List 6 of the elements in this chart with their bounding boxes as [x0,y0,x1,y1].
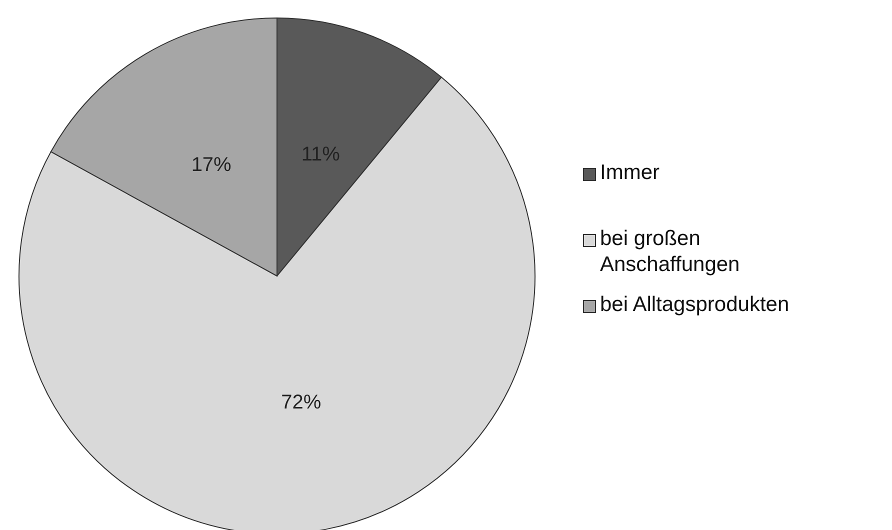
legend-label: bei Alltagsprodukten [600,292,790,318]
legend-label: Immer [600,160,660,186]
data-label: 11% [301,144,340,166]
data-label: 72% [281,392,322,414]
legend-label: bei großen Anschaffungen [600,226,741,278]
data-label: 17% [191,154,232,176]
